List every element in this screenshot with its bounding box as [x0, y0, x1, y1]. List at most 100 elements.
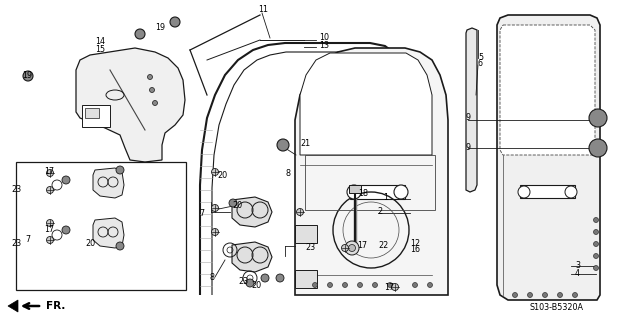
Circle shape [348, 244, 355, 252]
Polygon shape [76, 48, 185, 162]
Circle shape [116, 242, 124, 250]
Circle shape [589, 109, 607, 127]
Text: 23: 23 [12, 185, 22, 194]
Text: 6: 6 [478, 60, 483, 68]
Circle shape [211, 169, 218, 175]
Polygon shape [232, 197, 272, 227]
Circle shape [148, 75, 152, 79]
Text: 23: 23 [12, 239, 22, 249]
Circle shape [518, 186, 530, 198]
Circle shape [341, 244, 348, 252]
Bar [295, 225, 317, 243]
Text: 4: 4 [575, 268, 580, 277]
Circle shape [347, 185, 361, 199]
Polygon shape [497, 15, 600, 300]
Text: 17: 17 [44, 167, 54, 177]
Polygon shape [93, 168, 124, 198]
Circle shape [387, 283, 392, 287]
Circle shape [276, 274, 284, 282]
Circle shape [392, 284, 399, 291]
Bar [349, 185, 361, 193]
Circle shape [594, 242, 599, 246]
Circle shape [413, 283, 417, 287]
Circle shape [135, 29, 145, 39]
Circle shape [47, 236, 54, 244]
Bar [350, 185, 405, 199]
Circle shape [116, 166, 124, 174]
Circle shape [594, 229, 599, 235]
Text: 13: 13 [319, 41, 329, 50]
Circle shape [62, 226, 70, 234]
Circle shape [594, 266, 599, 270]
Circle shape [211, 228, 218, 236]
Circle shape [513, 292, 517, 298]
Circle shape [427, 283, 433, 287]
Bar [305, 155, 435, 210]
Bar [520, 185, 575, 198]
Text: 23: 23 [238, 277, 248, 286]
Text: 10: 10 [319, 34, 329, 43]
Circle shape [277, 139, 289, 151]
Text: 12: 12 [410, 238, 420, 247]
Circle shape [543, 292, 547, 298]
Text: 7: 7 [25, 236, 30, 244]
Text: 17: 17 [357, 242, 367, 251]
Circle shape [261, 274, 269, 282]
Circle shape [211, 204, 218, 212]
Text: 19: 19 [22, 70, 32, 79]
Polygon shape [295, 48, 448, 295]
Polygon shape [93, 218, 124, 248]
Circle shape [527, 292, 533, 298]
Bar [16, 162, 186, 290]
Text: 9: 9 [466, 143, 471, 153]
Bar [85, 108, 99, 118]
Circle shape [47, 170, 54, 177]
Circle shape [62, 176, 70, 184]
Text: 22: 22 [378, 242, 388, 251]
Text: 23: 23 [305, 244, 315, 252]
Polygon shape [8, 300, 18, 312]
Circle shape [170, 17, 180, 27]
Circle shape [589, 139, 607, 157]
Text: 8: 8 [285, 169, 290, 178]
Bar [295, 270, 317, 288]
Circle shape [343, 283, 348, 287]
Text: 20: 20 [217, 171, 227, 180]
Text: 17: 17 [44, 226, 54, 235]
Text: 15: 15 [95, 45, 105, 54]
Polygon shape [300, 53, 432, 155]
Text: 1: 1 [383, 194, 388, 203]
Text: 19: 19 [155, 22, 165, 31]
Circle shape [345, 241, 359, 255]
Text: 14: 14 [95, 37, 105, 46]
Text: 20: 20 [251, 282, 261, 291]
Polygon shape [232, 242, 272, 272]
Circle shape [246, 279, 254, 287]
Circle shape [557, 292, 562, 298]
Circle shape [573, 292, 578, 298]
Circle shape [152, 100, 157, 106]
Circle shape [594, 218, 599, 222]
Text: 21: 21 [300, 139, 310, 148]
Text: 8: 8 [210, 273, 215, 282]
Circle shape [594, 253, 599, 259]
Text: 18: 18 [358, 188, 368, 197]
Circle shape [373, 283, 378, 287]
Circle shape [47, 187, 54, 194]
Text: S103-B5320A: S103-B5320A [529, 303, 583, 313]
Bar [82, 105, 110, 127]
Text: 17: 17 [384, 283, 394, 292]
Text: 20: 20 [85, 238, 95, 247]
Text: 16: 16 [410, 245, 420, 254]
Text: 20: 20 [232, 202, 242, 211]
Circle shape [23, 71, 33, 81]
Circle shape [327, 283, 333, 287]
Circle shape [394, 185, 408, 199]
Circle shape [229, 199, 237, 207]
Circle shape [565, 186, 577, 198]
Text: 3: 3 [575, 260, 580, 269]
Circle shape [47, 220, 54, 227]
Circle shape [313, 283, 317, 287]
Circle shape [296, 209, 303, 215]
Polygon shape [466, 28, 477, 192]
